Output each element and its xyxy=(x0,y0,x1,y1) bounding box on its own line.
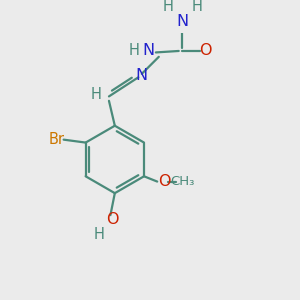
Text: O: O xyxy=(106,212,118,227)
Text: H: H xyxy=(93,227,104,242)
Text: H: H xyxy=(129,44,140,59)
Text: H: H xyxy=(90,87,101,102)
Text: O: O xyxy=(158,174,171,189)
Text: H: H xyxy=(191,0,202,14)
Text: N: N xyxy=(176,14,188,29)
Text: N: N xyxy=(142,44,154,59)
Text: H: H xyxy=(162,0,173,14)
Text: O: O xyxy=(200,44,212,59)
Text: Br: Br xyxy=(48,132,64,147)
Text: CH₃: CH₃ xyxy=(170,175,194,188)
Text: N: N xyxy=(136,68,148,83)
